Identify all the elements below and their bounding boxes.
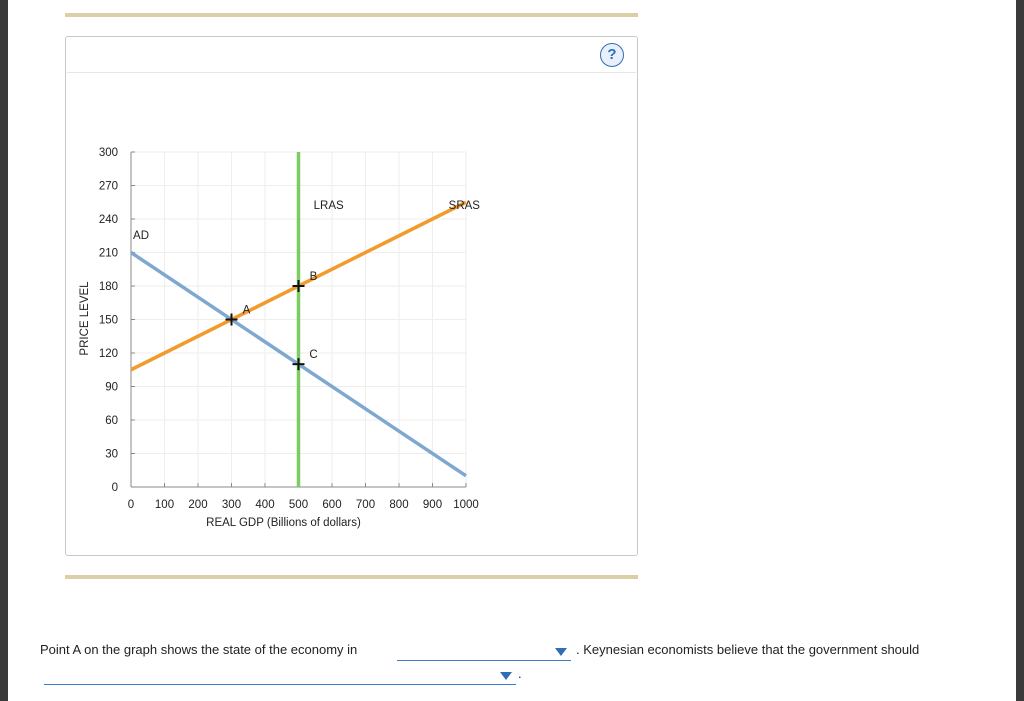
curve-label-ad: AD: [133, 230, 149, 242]
x-tick-label: 500: [289, 499, 308, 511]
y-tick-label: 240: [99, 214, 118, 226]
x-tick-label: 800: [389, 499, 408, 511]
point-b-label: B: [310, 271, 318, 283]
x-tick-label: 200: [188, 499, 207, 511]
help-button[interactable]: ?: [600, 43, 624, 67]
curve-label-lras: LRAS: [314, 200, 344, 212]
x-tick-label: 600: [322, 499, 341, 511]
y-tick-label: 180: [99, 281, 118, 293]
government-policy-dropdown[interactable]: [44, 666, 516, 685]
chart-labels: AD LRAS SRAS A B C: [133, 200, 481, 371]
point-b-marker: [292, 280, 305, 292]
top-divider: [65, 13, 638, 17]
point-a-label: A: [243, 305, 251, 317]
curve-label-sras: SRAS: [449, 200, 481, 212]
chart-axes: 0 100 200 300 400 500 600 700 800 900 1000 0 30 60 90 1…: [79, 147, 479, 529]
chevron-down-icon: [500, 672, 512, 680]
question-text-part2: . Keynesian economists believe that the …: [576, 642, 920, 657]
x-tick-label: 100: [155, 499, 174, 511]
x-tick-label: 300: [222, 499, 241, 511]
y-tick-label: 270: [99, 181, 118, 193]
question-text-part1: Point A on the graph shows the state of …: [40, 642, 358, 657]
right-edge-bar: [1016, 0, 1024, 701]
bottom-divider: [65, 575, 638, 579]
y-tick-label: 210: [99, 248, 118, 260]
x-tick-label: 900: [423, 499, 442, 511]
point-a-marker: [225, 313, 238, 326]
y-tick-label: 60: [105, 415, 118, 427]
y-tick-label: 150: [99, 315, 118, 327]
y-tick-label: 300: [99, 147, 118, 159]
y-tick-label: 90: [105, 382, 118, 394]
left-edge-bar: [0, 0, 8, 701]
y-tick-label: 0: [112, 482, 118, 494]
x-tick-label: 1000: [453, 499, 479, 511]
point-c-label: C: [309, 349, 317, 361]
point-c-marker: [292, 358, 305, 371]
x-tick-label: 700: [356, 499, 375, 511]
x-axis-label: REAL GDP (Billions of dollars): [206, 517, 361, 529]
y-axis-label: PRICE LEVEL: [79, 281, 91, 356]
x-tick-label: 0: [128, 499, 134, 511]
economy-state-dropdown[interactable]: [397, 642, 571, 661]
y-tick-label: 30: [105, 449, 118, 461]
x-tick-label: 400: [255, 499, 274, 511]
graph-panel: [65, 36, 638, 556]
panel-header-divider: [67, 72, 636, 73]
y-tick-label: 120: [99, 348, 118, 360]
chevron-down-icon: [555, 648, 567, 656]
question-text-part3: .: [518, 666, 522, 681]
